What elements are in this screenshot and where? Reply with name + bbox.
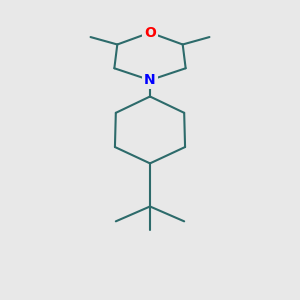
Text: N: N xyxy=(144,73,156,87)
Text: O: O xyxy=(144,26,156,40)
